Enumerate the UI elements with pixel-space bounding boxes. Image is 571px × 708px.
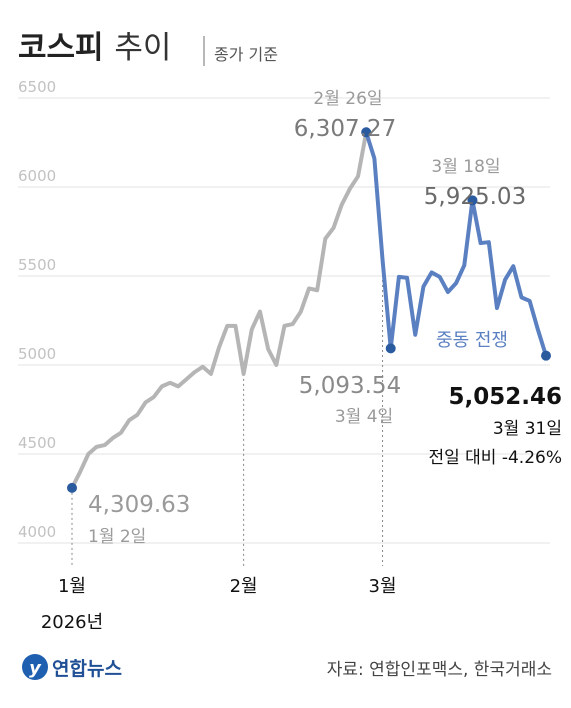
point-marker [541, 350, 551, 361]
value-label: 5,925.03 [424, 184, 526, 210]
annotation: 전일 대비 -4.26% [428, 448, 562, 468]
y-tick-label: 5000 [18, 345, 56, 363]
logo-glyph: y [29, 658, 42, 679]
value-label: 4,309.63 [88, 492, 190, 518]
x-tick-label: 1월 [58, 576, 86, 597]
series-label: 중동 전쟁 [436, 330, 508, 351]
line-series [70, 130, 369, 490]
y-tick-label: 6000 [18, 167, 56, 185]
date-label: 3월 4일 [335, 407, 393, 427]
chart-subtitle: 종가 기준 [214, 45, 278, 64]
value-label: 5,093.54 [299, 373, 401, 399]
x-axis-label: 2026년 [41, 612, 103, 633]
y-tick-label: 5500 [18, 256, 56, 274]
logo-mark [22, 654, 48, 680]
chart-title: 코스피 추이 [18, 30, 171, 66]
point-marker [385, 343, 396, 354]
point-marker [361, 127, 372, 138]
date-label: 2월 26일 [313, 89, 382, 109]
source: 자료: 연합인포맥스, 한국거래소 [327, 660, 552, 680]
value-label: 5,052.46 [449, 384, 563, 410]
logo-text: 연합뉴스 [52, 658, 122, 680]
x-tick-label: 3월 [369, 576, 397, 597]
y-tick-label: 4000 [18, 523, 56, 541]
x-tick-label: 2월 [230, 576, 258, 597]
logo: y 연합뉴스 [22, 654, 122, 680]
point-marker [67, 482, 77, 493]
date-label: 3월 18일 [431, 157, 500, 177]
date-label: 3월 31일 [493, 419, 562, 439]
y-tick-label: 4500 [18, 434, 56, 452]
y-tick-label: 6500 [18, 78, 56, 96]
line-series [364, 130, 548, 358]
point-marker [467, 195, 478, 206]
date-label: 1월 2일 [88, 527, 146, 547]
value-label: 6,307.27 [294, 116, 396, 142]
